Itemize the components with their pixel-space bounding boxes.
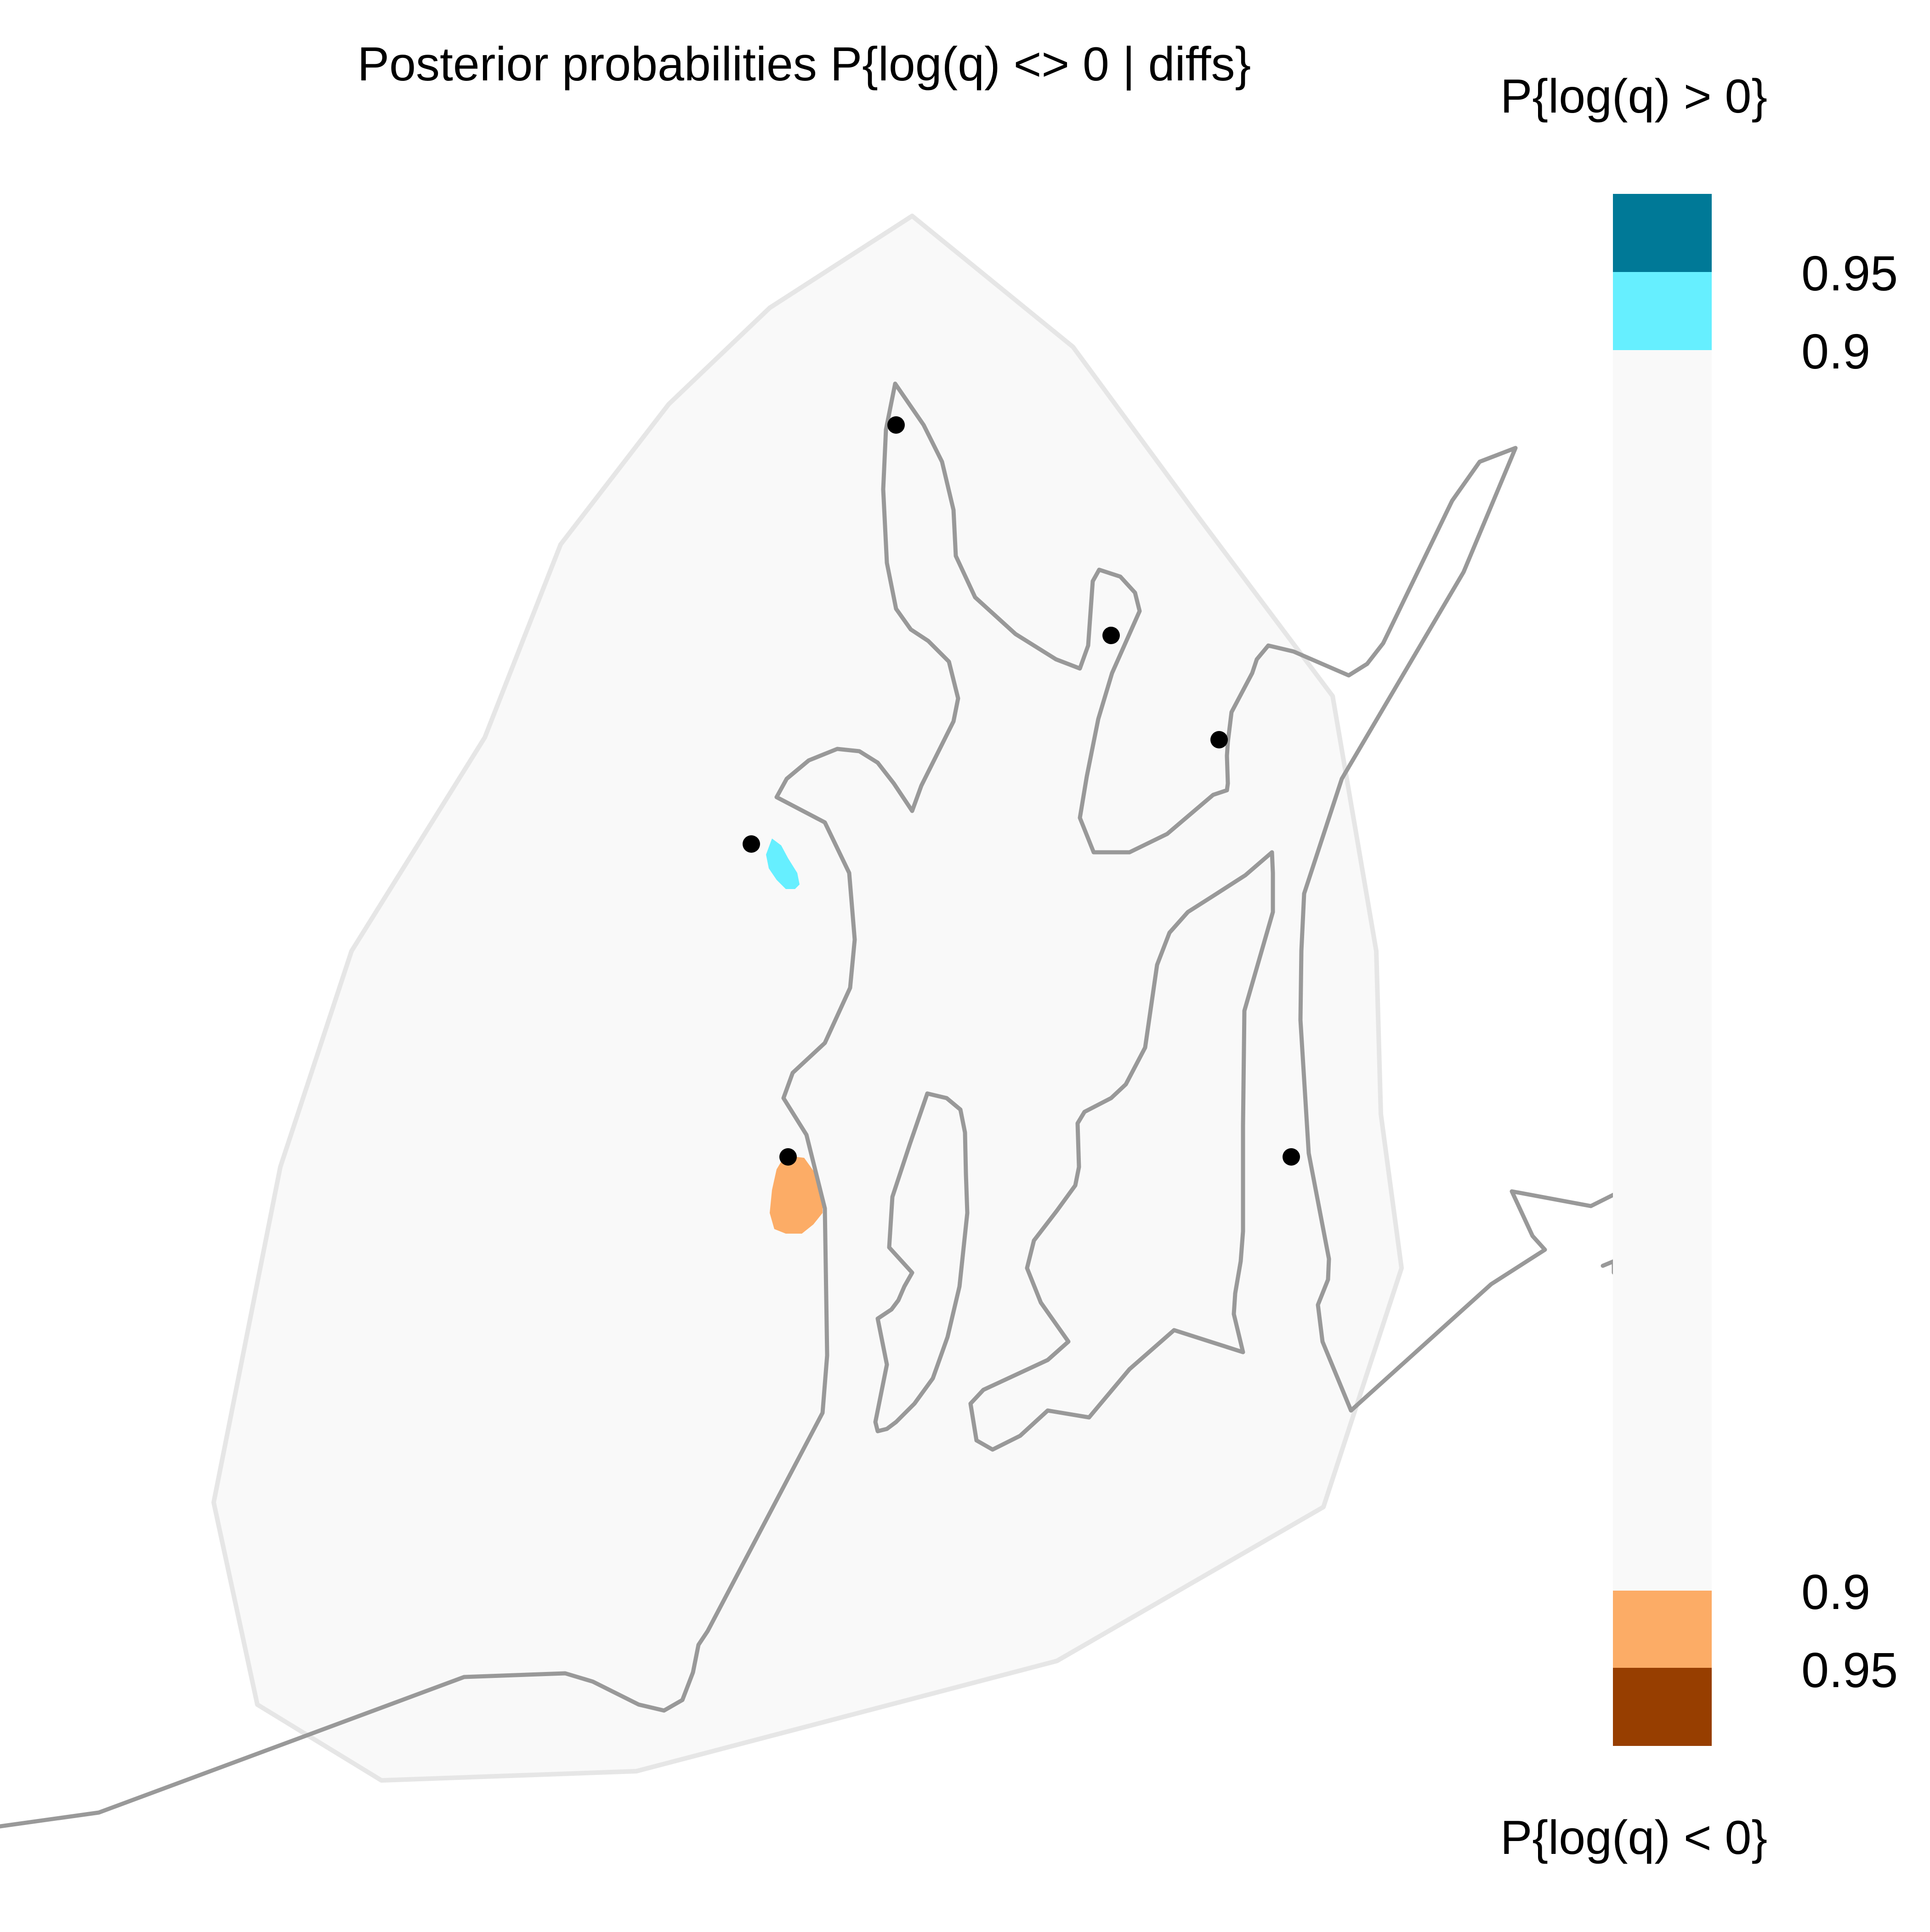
sample-point	[1102, 627, 1120, 644]
sample-point	[1283, 1148, 1300, 1166]
legend-bin-positive-095	[1613, 194, 1712, 272]
coastline-main	[0, 381, 1616, 1829]
coastline	[0, 381, 1616, 1829]
legend-bin-negative-095	[1613, 1668, 1712, 1746]
habitat-outline	[211, 214, 1404, 1783]
legend-top-title: P{log(q) > 0}	[1500, 70, 1767, 123]
coastline-inner-island	[873, 1091, 970, 1433]
plot-title: Posterior probabilities P{log(q) <> 0 | …	[358, 38, 1251, 91]
legend-tick-lower-09: 0.9	[1801, 1564, 1870, 1620]
positive-region	[766, 839, 800, 889]
sample-point	[743, 835, 760, 853]
legend-bin-negative-09	[1613, 1591, 1712, 1668]
negative-region	[770, 1156, 823, 1234]
legend-tick-upper-09: 0.9	[1801, 323, 1870, 379]
sample-point	[887, 416, 905, 434]
legend-bin-positive-09	[1613, 272, 1712, 350]
sample-point	[779, 1148, 797, 1166]
legend-bottom-title: P{log(q) < 0}	[1500, 1811, 1767, 1864]
legend-tick-upper-095: 0.95	[1801, 245, 1898, 301]
legend-bin-neutral	[1613, 350, 1712, 1591]
legend-tick-lower-095: 0.95	[1801, 1642, 1898, 1698]
color-legend: P{log(q) > 0} 0.95 0.9 0.9 0.95 P{log(q)…	[1500, 70, 1898, 1864]
coastline-fragment	[1601, 1259, 1616, 1275]
coastline-inner-peninsula	[968, 850, 1275, 1452]
sample-point	[1210, 731, 1228, 748]
sample-points	[743, 416, 1300, 1166]
